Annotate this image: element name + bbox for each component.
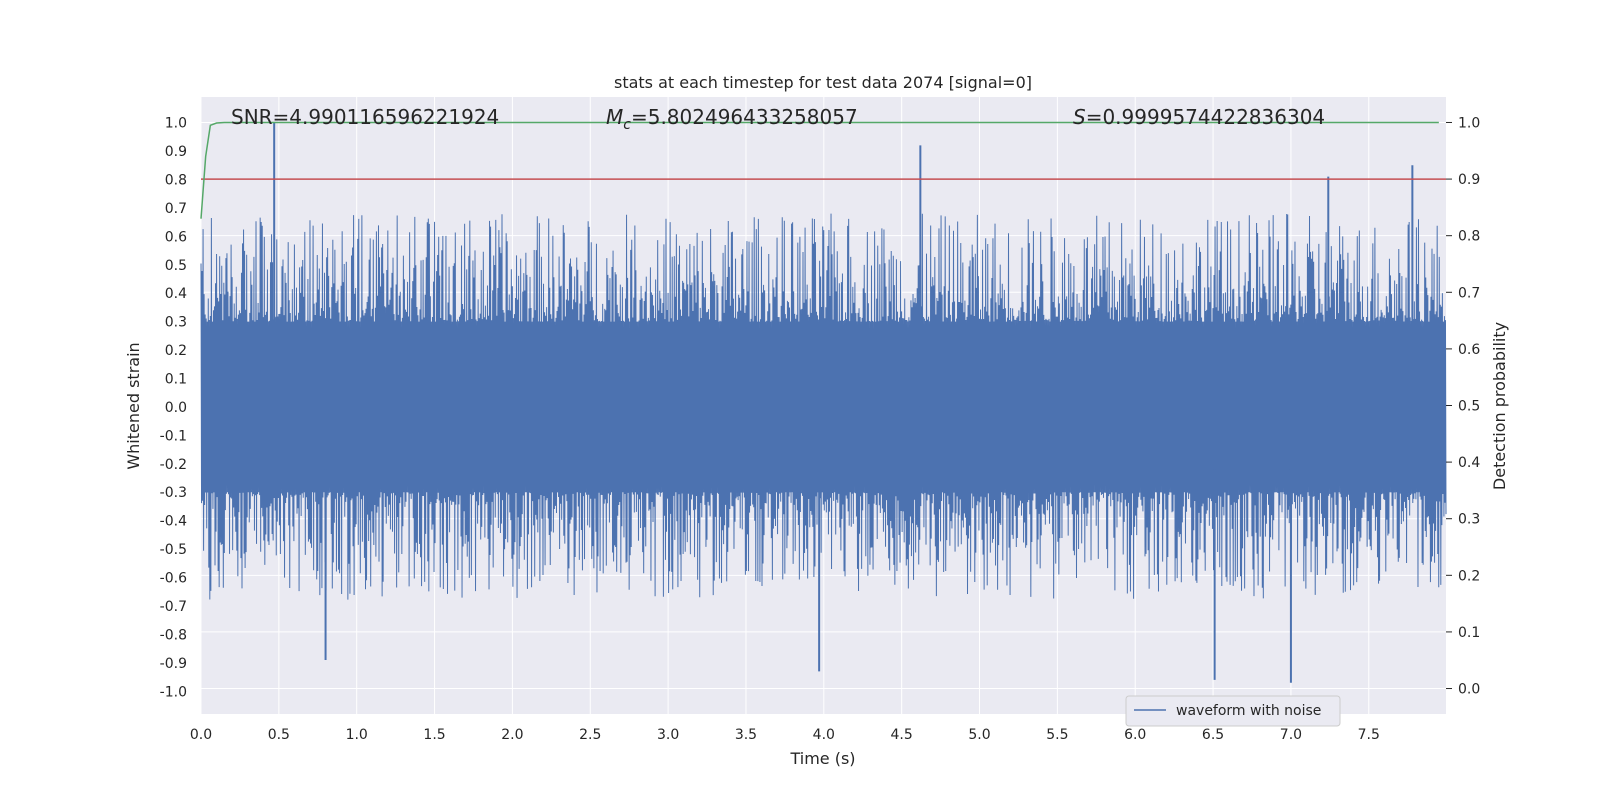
- x-tick-label: 0.5: [268, 727, 290, 743]
- legend: waveform with noise: [1125, 695, 1341, 727]
- y-left-tick-label: -0.2: [160, 457, 187, 473]
- probability-line: [200, 121, 1439, 219]
- mc-annotation: Mc=5.802496433258057: [606, 105, 858, 133]
- x-tick-label: 1.5: [423, 727, 445, 743]
- y-right-tick-label: 0.0: [1458, 682, 1480, 698]
- x-tick-label: 7.5: [1358, 727, 1380, 743]
- y-right-tick-label: 0.6: [1458, 342, 1480, 358]
- y-left-tick-label: -0.6: [160, 571, 187, 587]
- s-symbol: S: [1073, 105, 1086, 129]
- legend-label-waveform: waveform with noise: [1176, 703, 1321, 719]
- mc-value: =5.802496433258057: [631, 105, 858, 129]
- x-tick-label: 3.5: [735, 727, 757, 743]
- y-left-tick-label: -0.8: [160, 627, 187, 643]
- y-left-tick-label: 0.5: [165, 258, 187, 274]
- y-left-axis-ticks: 1.0 0.9 0.8 0.7 0.6 0.5 0.4 0.3 0.2 0.1 0.0 -0.1 -0.…: [160, 116, 187, 701]
- y-left-tick-label: -0.5: [160, 542, 187, 558]
- y-left-tick-label: -0.4: [160, 514, 187, 530]
- y-left-tick-label: 0.8: [165, 172, 187, 188]
- y-right-tick-label: 0.9: [1458, 172, 1480, 188]
- x-tick-label: 1.0: [346, 727, 368, 743]
- x-tick-label: 4.0: [813, 727, 835, 743]
- y-left-tick-label: 0.7: [165, 201, 187, 217]
- s-value: =0.9999574422836304: [1086, 105, 1325, 129]
- y-left-tick-label: 0.2: [165, 343, 187, 359]
- y-right-tick-label: 0.7: [1458, 285, 1480, 301]
- mc-symbol: M: [606, 105, 623, 129]
- x-tick-label: 7.0: [1280, 727, 1302, 743]
- y-left-tick-label: -0.3: [160, 485, 187, 501]
- x-tick-label: 2.5: [579, 727, 601, 743]
- y-left-tick-label: -1.0: [160, 684, 187, 700]
- y-right-tick-label: 0.8: [1458, 229, 1480, 245]
- snr-annotation: SNR=4.990116596221924: [231, 105, 499, 129]
- mc-subscript: c: [623, 117, 631, 133]
- y-right-axis-ticks: 1.0 0.9 0.8 0.7 0.6 0.5 0.4 0.3 0.2 0.1 0.0: [1446, 115, 1480, 698]
- y-left-tick-label: 0.0: [165, 400, 187, 416]
- y-left-tick-label: -0.7: [160, 599, 187, 615]
- x-tick-label: 4.5: [891, 727, 913, 743]
- x-tick-label: 6.0: [1124, 727, 1146, 743]
- x-axis-label: Time (s): [789, 749, 855, 768]
- y-left-tick-label: -0.1: [160, 428, 187, 444]
- x-tick-label: 5.0: [968, 727, 990, 743]
- y-right-tick-label: 0.1: [1458, 625, 1480, 641]
- y-left-tick-label: 0.4: [165, 286, 187, 302]
- y-left-tick-label: 0.9: [165, 144, 187, 160]
- y-left-axis-label: Whitened strain: [124, 342, 143, 469]
- y-right-tick-label: 0.5: [1458, 399, 1480, 415]
- y-right-tick-label: 0.2: [1458, 568, 1480, 584]
- x-tick-label: 2.0: [501, 727, 523, 743]
- x-tick-label: 0.0: [190, 727, 212, 743]
- s-annotation: S=0.9999574422836304: [1073, 105, 1325, 129]
- waveform-series: [200, 122, 1447, 683]
- waveform-core-band: [201, 344, 1446, 470]
- y-right-tick-label: 0.3: [1458, 512, 1480, 528]
- probability-series: [200, 121, 1439, 219]
- x-tick-label: 5.5: [1046, 727, 1068, 743]
- chart-title: stats at each timestep for test data 207…: [614, 73, 1032, 92]
- y-left-tick-label: 0.3: [165, 315, 187, 331]
- y-right-tick-label: 0.4: [1458, 455, 1480, 471]
- y-right-tick-label: 1.0: [1458, 115, 1480, 131]
- y-left-tick-label: 1.0: [165, 116, 187, 132]
- x-axis-ticks: 0.0 0.5 1.0 1.5 2.0 2.5 3.0 3.5 4.0 4.5 5.0 5.5 6.0 6…: [190, 727, 1380, 743]
- y-left-tick-label: 0.6: [165, 229, 187, 245]
- y-right-axis-label: Detection probability: [1490, 322, 1509, 490]
- legend-box: [1125, 695, 1341, 727]
- y-left-tick-label: 0.1: [165, 371, 187, 387]
- x-tick-label: 6.5: [1202, 727, 1224, 743]
- x-tick-label: 3.0: [657, 727, 679, 743]
- y-left-tick-label: -0.9: [160, 656, 187, 672]
